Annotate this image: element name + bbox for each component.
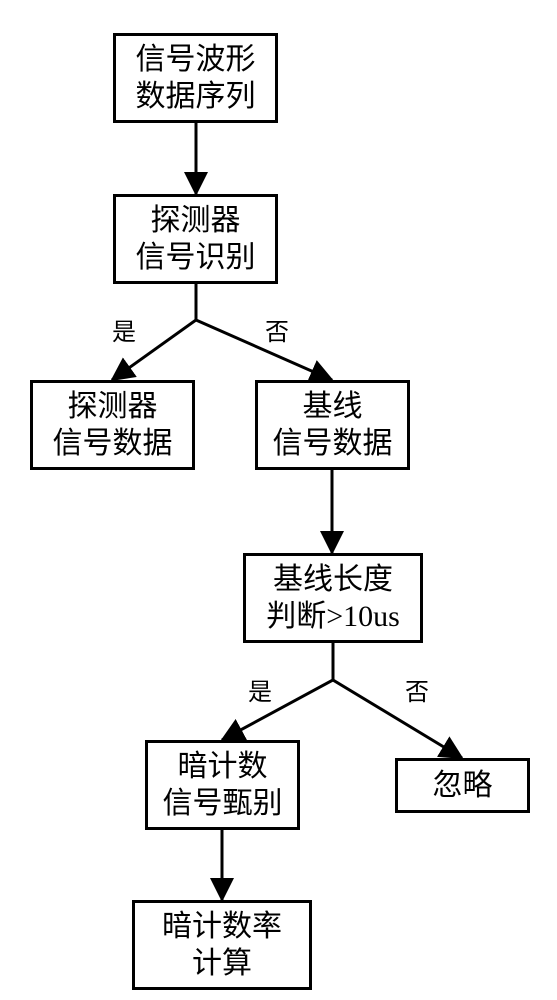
node-n6: 暗计数 信号甄别 [145, 740, 300, 830]
node-label: 探测器 信号识别 [136, 202, 256, 277]
edge-label-4: 是 [248, 672, 272, 707]
node-n4: 基线 信号数据 [255, 380, 410, 470]
edge-label-1: 是 [112, 312, 136, 347]
node-label: 忽略 [433, 767, 493, 805]
node-n3: 探测器 信号数据 [30, 380, 195, 470]
node-label: 暗计数率 计算 [162, 908, 282, 983]
edge-label-2: 否 [265, 312, 289, 347]
edge-2 [196, 284, 332, 380]
node-n1: 信号波形 数据序列 [113, 33, 278, 123]
node-n5: 基线长度 判断>10us [243, 553, 423, 643]
flowchart-canvas: 信号波形 数据序列探测器 信号识别探测器 信号数据 基线 信号数据基线长度 判断>… [0, 0, 557, 1000]
node-label: 基线长度 判断>10us [266, 561, 400, 636]
edge-label-5: 否 [405, 672, 429, 707]
node-label: 探测器 信号数据 [53, 388, 173, 463]
edge-5 [333, 643, 462, 758]
node-label: 信号波形 数据序列 [136, 41, 256, 116]
node-n7: 忽略 [395, 758, 530, 813]
node-label: 基线 信号数据 [273, 388, 393, 463]
edge-4 [222, 643, 333, 740]
node-n8: 暗计数率 计算 [132, 900, 312, 990]
node-label: 暗计数 信号甄别 [163, 748, 283, 823]
node-n2: 探测器 信号识别 [113, 194, 278, 284]
edges-layer [0, 0, 557, 1000]
